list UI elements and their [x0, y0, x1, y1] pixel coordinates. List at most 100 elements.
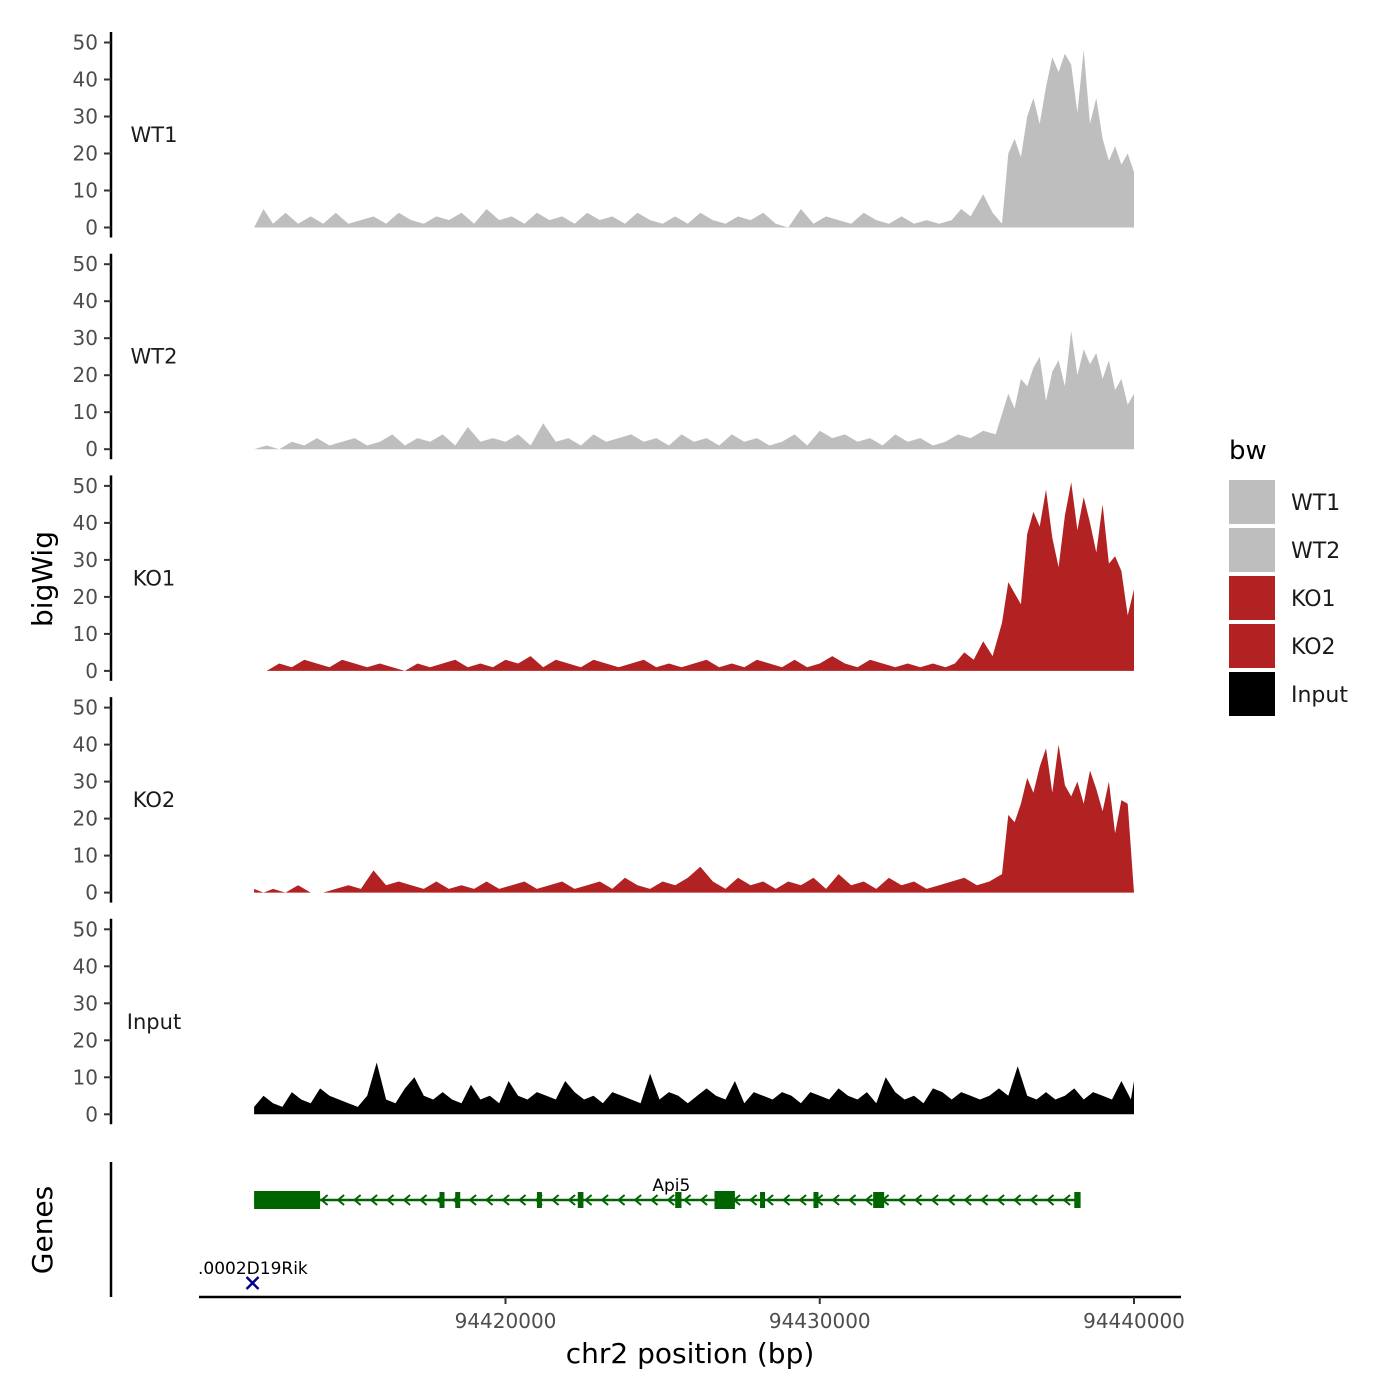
track-panel-ko2: 0 10 20 30 40 50 KO2	[73, 696, 1135, 905]
strand-arrow	[567, 1194, 576, 1206]
strand-arrow	[980, 1194, 989, 1206]
y-tick-label: 40	[73, 954, 98, 978]
y-tick-label: 30	[73, 548, 98, 572]
strand-arrow	[699, 1194, 708, 1206]
strand-arrow	[617, 1194, 626, 1206]
strand-arrow	[683, 1194, 692, 1206]
y-tick-label: 40	[73, 733, 98, 757]
strand-arrow	[386, 1194, 395, 1206]
exon-block	[873, 1192, 885, 1208]
y-tick-label: 0	[85, 1102, 98, 1126]
strand-arrow	[402, 1194, 411, 1206]
y-tick-label: 20	[73, 363, 98, 387]
y-tick-label: 50	[73, 696, 98, 720]
strand-arrow	[963, 1194, 972, 1206]
strand-arrow	[1046, 1194, 1055, 1206]
strand-arrow	[1029, 1194, 1038, 1206]
y-tick-label: 30	[73, 991, 98, 1015]
track-panel-ko1: 0 10 20 30 40 50 KO1	[73, 474, 1134, 683]
strand-arrow	[551, 1194, 560, 1206]
track-label-ko1: KO1	[133, 566, 176, 590]
strand-arrow	[914, 1194, 923, 1206]
strand-arrow	[1062, 1194, 1071, 1206]
y-tick-label: 30	[73, 105, 98, 129]
y-tick-label: 10	[73, 400, 98, 424]
strand-arrow	[996, 1194, 1005, 1206]
track-panel-wt2: 0 10 20 30 40 50 WT2	[73, 252, 1135, 461]
gene-api5: Api5	[254, 1176, 1081, 1209]
x-tick-label: 94440000	[1083, 1309, 1185, 1333]
strand-arrow	[320, 1194, 329, 1206]
exon-block	[675, 1192, 682, 1208]
signal-panels: 0 10 20 30 40 50 WT1 0 10 20 30 40 50 WT2 0 10 20 30 40 50 K…	[73, 31, 1135, 1126]
legend-label-wt2: WT2	[1291, 539, 1340, 564]
gene-label: .0002D19Rik	[198, 1259, 308, 1279]
strand-arrow	[485, 1194, 494, 1206]
y-tick-label: 0	[85, 659, 98, 683]
strand-arrow	[518, 1194, 527, 1206]
x-tick-label: 94430000	[769, 1309, 871, 1333]
strand-arrow	[584, 1194, 593, 1206]
y-axis-title: bigWig	[26, 531, 59, 627]
strand-arrow	[765, 1194, 774, 1206]
exon-block	[760, 1192, 766, 1208]
y-tick-label: 50	[73, 252, 98, 276]
legend-swatch-ko2	[1229, 624, 1275, 668]
strand-arrow	[666, 1194, 675, 1206]
strand-arrow	[1013, 1194, 1022, 1206]
track-area-ko1	[266, 482, 1134, 671]
strand-arrow	[369, 1194, 378, 1206]
strand-arrow	[930, 1194, 939, 1206]
strand-arrow	[600, 1194, 609, 1206]
strand-arrow	[864, 1194, 873, 1206]
strand-arrow	[353, 1194, 362, 1206]
strand-arrow	[633, 1194, 642, 1206]
strand-arrow	[468, 1194, 477, 1206]
y-tick-label: 20	[73, 585, 98, 609]
legend-label-ko2: KO2	[1291, 635, 1336, 660]
y-tick-label: 30	[73, 770, 98, 794]
y-tick-label: 0	[85, 881, 98, 905]
legend: bw WT1 WT2 KO1 KO2 Input	[1229, 436, 1348, 716]
x-axis: 94420000 94430000 94440000	[199, 1295, 1185, 1333]
exon-block	[813, 1192, 819, 1208]
y-tick-label: 10	[73, 1065, 98, 1089]
genes-axis-title: Genes	[26, 1186, 59, 1274]
strand-arrow	[336, 1194, 345, 1206]
strand-arrow	[798, 1194, 807, 1206]
legend-swatch-wt2	[1229, 528, 1275, 572]
gene-marker-small: .0002D19Rik	[198, 1259, 308, 1290]
track-area-wt1	[254, 49, 1135, 228]
track-area-wt2	[254, 330, 1135, 450]
y-tick-label: 40	[73, 289, 98, 313]
strand-arrow	[650, 1194, 659, 1206]
track-area-input	[254, 1062, 1135, 1115]
strand-arrow	[897, 1194, 906, 1206]
strand-arrow	[749, 1194, 758, 1206]
y-tick-label: 40	[73, 511, 98, 535]
x-tick-label: 94420000	[455, 1309, 557, 1333]
strand-arrow	[831, 1194, 840, 1206]
exon-block	[536, 1192, 542, 1208]
y-tick-label: 20	[73, 807, 98, 831]
legend-swatch-input	[1229, 672, 1275, 716]
track-label-input: Input	[127, 1010, 181, 1034]
strand-arrow	[419, 1194, 428, 1206]
strand-arrow	[782, 1194, 791, 1206]
y-tick-label: 50	[73, 474, 98, 498]
y-tick-label: 10	[73, 179, 98, 203]
exon-block	[455, 1192, 461, 1208]
y-tick-label: 30	[73, 326, 98, 350]
exon-block	[439, 1192, 445, 1208]
y-tick-label: 0	[85, 216, 98, 240]
exon-block	[1074, 1192, 1081, 1208]
strand-arrow	[947, 1194, 956, 1206]
y-tick-label: 50	[73, 917, 98, 941]
y-tick-label: 40	[73, 68, 98, 92]
legend-title: bw	[1229, 436, 1267, 466]
strand-arrow	[501, 1194, 510, 1206]
track-label-ko2: KO2	[133, 788, 176, 812]
exon-block	[254, 1191, 321, 1209]
legend-label-ko1: KO1	[1291, 587, 1336, 612]
